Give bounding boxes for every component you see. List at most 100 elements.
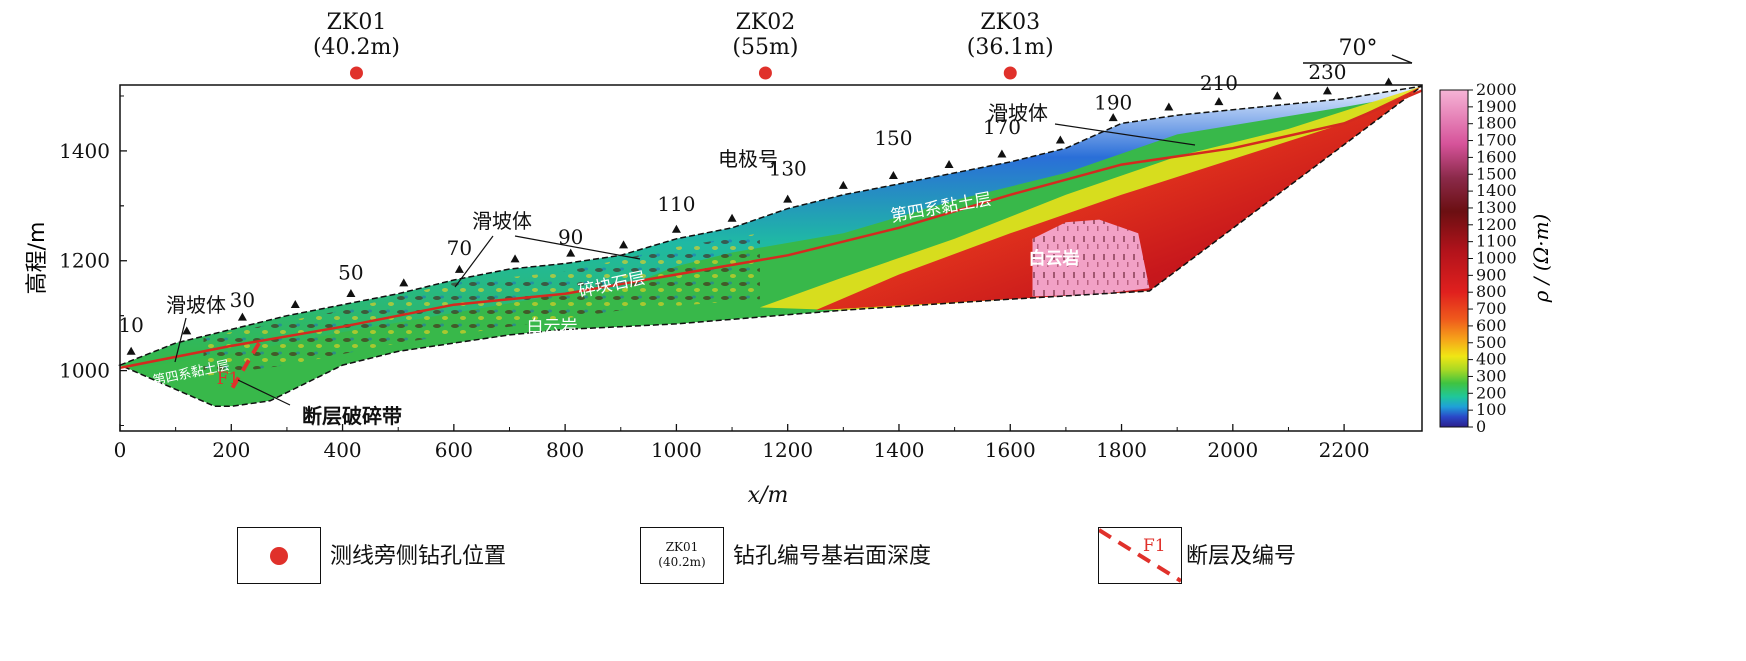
borehole-depth: (55m) xyxy=(732,35,798,60)
fault-f1-line xyxy=(229,342,261,391)
electrode-markers: 10 30 50 70 90 110 130 150 170 190 210 230 xyxy=(118,60,1394,355)
colorbar-tick-label: 1600 xyxy=(1476,147,1517,166)
colorbar-tick-label: 300 xyxy=(1476,366,1507,385)
colorbar-tick-label: 1700 xyxy=(1476,131,1517,150)
borehole-dot-icon xyxy=(270,547,288,565)
borehole-name: ZK01 xyxy=(327,10,387,35)
dip-angle-label: 70° xyxy=(1339,36,1378,61)
electrode-number: 110 xyxy=(657,192,695,216)
electrode-number: 70 xyxy=(447,236,472,260)
electrode-number: 230 xyxy=(1308,60,1346,84)
electrode-number: 190 xyxy=(1094,90,1132,114)
electrode-triangle xyxy=(399,278,409,287)
x-tick-label: 800 xyxy=(546,438,584,462)
electrode-triangle xyxy=(838,180,848,189)
electrode-triangle xyxy=(619,240,629,249)
colorbar-ticks: 2000190018001700160015001400130012001100… xyxy=(1468,80,1517,436)
electrode-number: 130 xyxy=(769,156,807,180)
x-tick-label: 1600 xyxy=(985,438,1036,462)
legend-depth-value: (40.2m) xyxy=(658,555,706,569)
colorbar-tick-label: 900 xyxy=(1476,265,1507,284)
borehole-name: ZK02 xyxy=(736,10,796,35)
electrode-triangle xyxy=(454,264,464,273)
x-tick-label: 1400 xyxy=(874,438,925,462)
colorbar-tick-label: 200 xyxy=(1476,383,1507,402)
colorbar-tick-label: 1100 xyxy=(1476,232,1517,251)
colorbar-tick-label: 0 xyxy=(1476,417,1486,436)
electrode-triangle xyxy=(1322,86,1332,95)
fault-zone-label: 断层破碎带 xyxy=(302,404,402,428)
electrode-number: 50 xyxy=(338,261,363,285)
electrode-triangle xyxy=(888,170,898,179)
legend-depth-label: 钻孔编号基岩面深度 xyxy=(733,544,932,569)
electrode-triangle xyxy=(1214,97,1224,106)
y-tick-label: 1200 xyxy=(59,249,110,273)
electrode-number: 150 xyxy=(874,126,912,150)
colorbar-tick-label: 700 xyxy=(1476,299,1507,318)
legend-borehole-box xyxy=(237,527,321,584)
colorbar-tick-label: 1200 xyxy=(1476,215,1517,234)
colorbar-tick-label: 400 xyxy=(1476,350,1507,369)
x-axis-ticks: 0 200 400 600 800 1000 1200 1400 1600 1800 2000 220… xyxy=(114,424,1370,462)
borehole-depth: (40.2m) xyxy=(313,35,400,60)
x-tick-label: 1000 xyxy=(651,438,702,462)
electrode-triangle xyxy=(783,194,793,203)
electrode-triangle xyxy=(944,159,954,168)
borehole-dot xyxy=(1003,66,1017,80)
electrode-title: 电极号 xyxy=(718,147,778,171)
colorbar-tick-label: 1400 xyxy=(1476,181,1517,200)
landslide-label-1: 滑坡体 xyxy=(166,293,226,317)
landslide-label-3: 滑坡体 xyxy=(988,101,1048,125)
electrode-triangle xyxy=(566,248,576,257)
legend-fault-box: F1 xyxy=(1098,527,1182,584)
dolomite-label-right: 白云岩 xyxy=(1029,248,1080,269)
borehole-markers: ZK01(40.2m) ZK02(55m) ZK03(36.1m) xyxy=(313,10,1054,80)
electrode-triangle xyxy=(1164,102,1174,111)
fault-dashed-icon xyxy=(1099,528,1181,583)
electrode-triangle xyxy=(290,300,300,309)
x-tick-label: 2200 xyxy=(1319,438,1370,462)
gravel-speckle-zone xyxy=(203,233,760,377)
x-tick-label: 2000 xyxy=(1207,438,1258,462)
x-axis-title: x/m xyxy=(748,483,789,508)
legend-fault-label: 断层及编号 xyxy=(1186,544,1297,569)
plot-frame xyxy=(119,84,1423,432)
borehole-depth: (36.1m) xyxy=(967,35,1054,60)
colorbar-tick-label: 800 xyxy=(1476,282,1507,301)
landslide-leader-1 xyxy=(174,317,187,363)
dolomite-label-left: 白云岩 xyxy=(527,317,578,337)
x-tick-label: 1200 xyxy=(762,438,813,462)
electrode-triangle xyxy=(997,149,1007,158)
fault-zone-leader xyxy=(237,379,291,406)
landslide-leader-2a xyxy=(454,235,494,288)
landslide-leader-2b xyxy=(514,235,641,260)
x-tick-label: 600 xyxy=(435,438,473,462)
colorbar-tick-label: 2000 xyxy=(1476,80,1517,99)
electrode-triangle xyxy=(510,254,520,263)
x-tick-label: 1800 xyxy=(1096,438,1147,462)
y-axis-title: 高程/m xyxy=(25,222,50,295)
colorbar-tick-label: 1900 xyxy=(1476,97,1517,116)
y-tick-label: 1000 xyxy=(59,359,110,383)
colorbar-tick-label: 600 xyxy=(1476,316,1507,335)
electrode-triangle xyxy=(1055,135,1065,144)
electrode-triangle xyxy=(1384,77,1394,86)
colorbar-tick-label: 100 xyxy=(1476,400,1507,419)
borehole-dot xyxy=(758,66,772,80)
bedrock-interface-line xyxy=(119,89,1423,370)
very-high-resistivity-zone xyxy=(1032,219,1150,297)
electrode-triangle xyxy=(182,326,192,335)
high-resistivity-dolomite-zone xyxy=(815,86,1422,311)
dip-arrowhead xyxy=(1391,54,1413,64)
electrode-triangle xyxy=(671,224,681,233)
electrode-triangle xyxy=(1108,113,1118,122)
electrode-triangle xyxy=(126,346,136,355)
electrode-triangle xyxy=(1272,91,1282,100)
colorbar-tick-label: 1500 xyxy=(1476,164,1517,183)
fault-f1-label: F1 xyxy=(217,369,240,389)
legend-depth-name: ZK01 xyxy=(665,540,699,554)
colorbar-tick-label: 1300 xyxy=(1476,198,1517,217)
borehole-dot xyxy=(349,66,363,80)
y-tick-label: 1400 xyxy=(59,139,110,163)
